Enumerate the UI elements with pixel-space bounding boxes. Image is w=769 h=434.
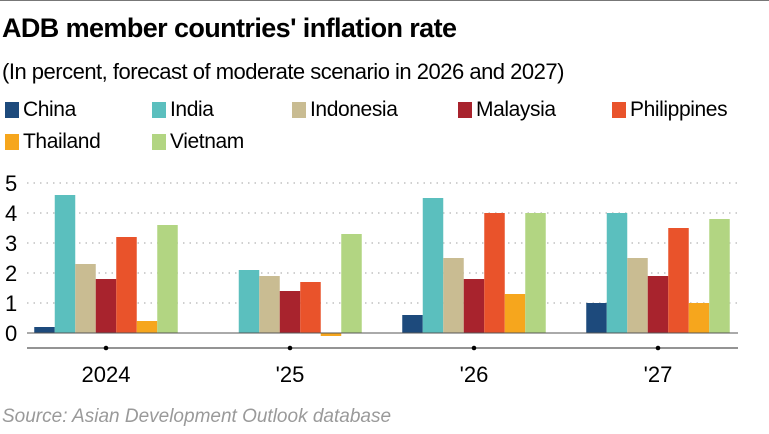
bar-china-'27	[586, 303, 607, 333]
chart-area: 0 1 2 3 4 5 2024 '25 '26 '27	[5, 171, 738, 387]
x-tick-label: '27	[644, 362, 673, 387]
bar-vietnam-'25	[341, 234, 362, 333]
bar-vietnam-2024	[157, 225, 178, 333]
bar-india-2024	[54, 195, 76, 333]
legend-item-malaysia: Malaysia	[458, 98, 556, 122]
legend-swatch	[612, 102, 626, 118]
legend-swatch	[458, 102, 472, 118]
legend-item-china: China	[5, 98, 76, 122]
legend-item-thailand: Thailand	[5, 130, 101, 154]
bar-indonesia-'27	[627, 258, 648, 333]
x-tick-dot	[103, 345, 109, 351]
x-tick-dot	[655, 345, 661, 351]
legend-label: Thailand	[23, 130, 101, 153]
x-tick-dot	[287, 345, 293, 351]
bar-thailand-2024	[136, 321, 158, 333]
legend-swatch	[292, 102, 306, 118]
top-border	[0, 0, 769, 1]
y-tick-label: 0	[5, 321, 17, 346]
bar-china-'26	[402, 315, 423, 333]
bar-vietnam-'26	[525, 213, 546, 333]
bar-philippines-'25	[300, 282, 321, 333]
legend-label: China	[23, 98, 76, 121]
bar-indonesia-'25	[259, 276, 280, 333]
y-tick-label: 4	[5, 201, 17, 226]
x-tick-label: '26	[460, 362, 489, 387]
bar-india-'25	[238, 270, 260, 333]
bar-thailand-'25	[320, 333, 342, 336]
x-tick-dot	[471, 345, 477, 351]
y-tick-label: 5	[5, 171, 17, 196]
y-tick-label: 1	[5, 291, 17, 316]
legend-label: Philippines	[630, 98, 728, 121]
bar-philippines-'27	[668, 228, 689, 333]
legend-label: Vietnam	[170, 130, 244, 153]
bar-indonesia-2024	[75, 264, 96, 333]
legend-swatch	[5, 134, 19, 150]
x-tick-label: 2024	[82, 362, 131, 387]
bar-malaysia-'26	[463, 279, 485, 333]
chart-subtitle: (In percent, forecast of moderate scenar…	[2, 59, 564, 84]
bar-thailand-'27	[688, 303, 710, 333]
source-note: Source: Asian Development Outlook databa…	[2, 406, 392, 427]
bar-philippines-2024	[116, 237, 137, 333]
bar-india-'26	[422, 198, 444, 333]
y-tick-label: 2	[5, 261, 17, 286]
chart-title: ADB member countries' inflation rate	[2, 13, 457, 43]
legend-swatch	[152, 102, 166, 118]
legend-label: Indonesia	[310, 98, 398, 121]
legend-item-india: India	[152, 98, 214, 122]
legend-swatch	[5, 102, 19, 118]
bar-thailand-'26	[504, 294, 526, 333]
legend-item-philippines: Philippines	[612, 98, 728, 122]
legend-label: Malaysia	[476, 98, 556, 121]
x-tick-label: '25	[276, 362, 305, 387]
bar-china-2024	[34, 327, 55, 333]
bar-vietnam-'27	[709, 219, 730, 333]
bar-philippines-'26	[484, 213, 505, 333]
y-tick-label: 3	[5, 231, 17, 256]
legend-item-indonesia: Indonesia	[292, 98, 398, 122]
bar-malaysia-'25	[279, 291, 301, 333]
bar-india-'27	[606, 213, 628, 333]
bar-indonesia-'26	[443, 258, 464, 333]
legend-item-vietnam: Vietnam	[152, 130, 244, 154]
legend-swatch	[152, 134, 166, 150]
bar-malaysia-2024	[95, 279, 117, 333]
bar-malaysia-'27	[647, 276, 669, 333]
legend-label: India	[170, 98, 214, 121]
